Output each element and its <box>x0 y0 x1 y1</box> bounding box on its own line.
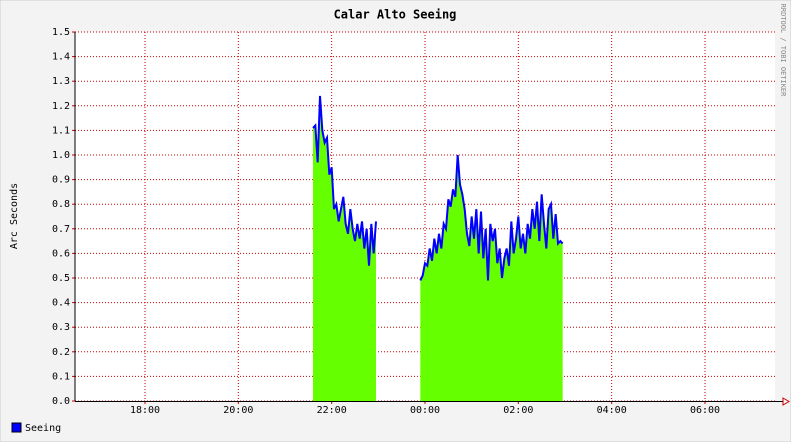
line <box>312 95 377 266</box>
x-tick-label: 22:00 <box>317 405 347 416</box>
y-tick-label: 1.4 <box>52 52 70 63</box>
x-tick-label: 00:00 <box>410 405 440 416</box>
y-tick-label: 0.2 <box>52 347 70 358</box>
y-tick-label: 1.0 <box>52 150 70 161</box>
x-tick-label: 04:00 <box>597 405 627 416</box>
legend-label: Seeing <box>25 423 61 434</box>
x-tick-label: 18:00 <box>130 405 160 416</box>
y-tick-label: 0.1 <box>52 371 70 382</box>
y-tick-label: 1.2 <box>52 101 70 112</box>
y-tick-label: 1.1 <box>52 125 70 136</box>
area <box>420 155 563 401</box>
x-tick-label: 20:00 <box>223 405 253 416</box>
y-tick-label: 0.8 <box>52 199 70 210</box>
y-tick-label: 0.4 <box>52 298 70 309</box>
y-tick-label: 0.6 <box>52 248 70 259</box>
side-note: RRDTOOL / TOBI OETIKER <box>779 4 787 98</box>
y-tick-label: 1.3 <box>52 76 70 87</box>
y-tick-label: 1.5 <box>52 27 70 38</box>
y-tick-label: 0.7 <box>52 224 70 235</box>
y-axis-label: Arc Seconds <box>9 183 20 249</box>
x-tick-label: 06:00 <box>690 405 720 416</box>
x-axis-arrow <box>782 397 790 406</box>
y-tick-label: 0.0 <box>52 396 70 407</box>
x-tick-label: 02:00 <box>503 405 533 416</box>
y-tick-label: 0.9 <box>52 175 70 186</box>
legend-swatch <box>11 422 22 433</box>
y-tick-label: 0.5 <box>52 273 70 284</box>
y-tick-label: 0.3 <box>52 322 70 333</box>
line <box>419 154 564 281</box>
chart-title: Calar Alto Seeing <box>334 8 457 22</box>
